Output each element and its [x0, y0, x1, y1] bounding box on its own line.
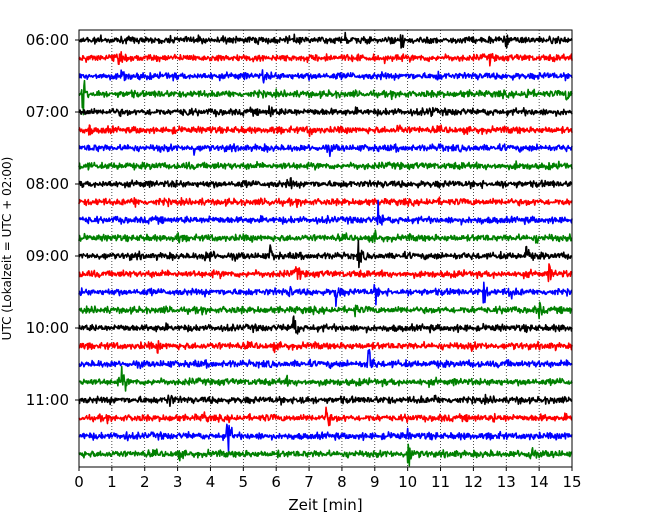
seismic-trace: [78, 365, 573, 392]
x-tick-label: 0: [74, 473, 84, 491]
y-tick-label: 10:00: [26, 319, 69, 337]
seismic-trace: [78, 124, 573, 138]
seismic-trace: [78, 263, 573, 283]
seismic-trace: [78, 177, 573, 190]
x-tick-label: 15: [562, 473, 581, 491]
x-tick-label: 14: [530, 473, 549, 491]
seismic-trace: [78, 406, 573, 427]
seismic-trace: [78, 393, 573, 408]
seismic-trace: [78, 423, 573, 453]
seismic-trace: [78, 105, 573, 118]
seismic-trace: [78, 315, 573, 335]
seismic-trace: [78, 143, 573, 158]
seismic-traces: [78, 31, 573, 467]
seismic-trace: [78, 199, 573, 226]
seismic-trace: [78, 160, 573, 171]
seismic-trace: [78, 281, 573, 308]
y-tick-label: 11:00: [26, 391, 69, 409]
plot-frame: [78, 29, 573, 468]
x-tick-label: 3: [173, 473, 183, 491]
y-axis-label: UTC (Lokalzeit = UTC + 02:00): [0, 157, 14, 341]
seismic-trace: [78, 51, 573, 67]
x-tick-label: 9: [370, 473, 380, 491]
y-tick-label: 08:00: [26, 175, 69, 193]
seismic-trace: [78, 196, 573, 209]
seismic-trace: [78, 239, 573, 269]
seismic-trace: [78, 229, 573, 244]
x-tick-label: 10: [398, 473, 417, 491]
x-axis-label: Zeit [min]: [288, 496, 362, 514]
y-axis-ticks: 06:00 07:00 08:00 09:00 10:00 11:00: [26, 31, 79, 409]
x-tick-label: 13: [497, 473, 516, 491]
seismic-trace: [78, 301, 573, 320]
x-tick-label: 1: [107, 473, 117, 491]
x-tick-label: 8: [337, 473, 347, 491]
x-axis-ticks: 0 1 2 3 4 5 6 7 8 9 10 11 12 13 14 15: [74, 467, 582, 491]
seismic-trace: [78, 348, 573, 370]
x-tick-label: 6: [271, 473, 281, 491]
y-tick-label: 07:00: [26, 103, 69, 121]
grid-lines: [111, 30, 540, 467]
x-tick-label: 2: [140, 473, 150, 491]
x-tick-label: 11: [431, 473, 450, 491]
x-tick-label: 5: [239, 473, 249, 491]
seismic-trace: [78, 79, 573, 116]
y-tick-label: 06:00: [26, 31, 69, 49]
x-tick-label: 4: [206, 473, 216, 491]
seismic-trace: [78, 31, 573, 49]
x-tick-label: 12: [464, 473, 483, 491]
x-tick-label: 7: [304, 473, 314, 491]
seismic-trace: [78, 443, 573, 467]
seismic-trace: [78, 69, 573, 84]
y-tick-label: 09:00: [26, 247, 69, 265]
seismic-trace: [78, 339, 573, 354]
